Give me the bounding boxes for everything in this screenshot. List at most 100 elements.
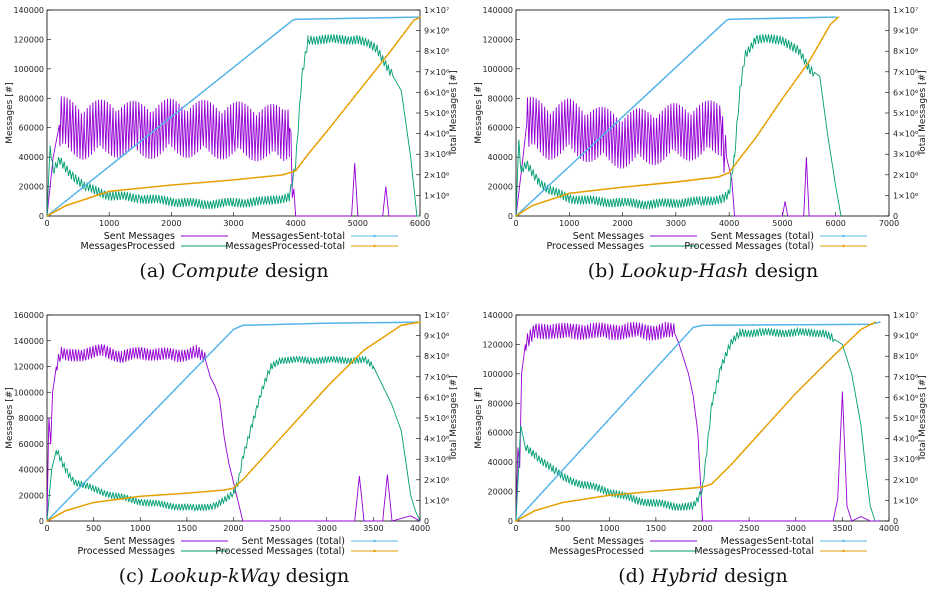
series-point — [566, 463, 569, 466]
series-point — [257, 176, 260, 179]
series-point — [409, 322, 412, 325]
series-point — [595, 189, 598, 192]
series-point — [619, 118, 621, 121]
series-point — [568, 165, 571, 168]
series-point — [800, 16, 802, 19]
series-point — [704, 39, 707, 41]
series-point — [614, 187, 617, 189]
series-point — [114, 449, 117, 452]
y-tick-label: 140000 — [482, 311, 513, 320]
series-point — [584, 190, 587, 193]
series-point — [316, 18, 319, 20]
series-point — [263, 175, 266, 178]
series-point — [595, 496, 598, 499]
series-point — [787, 400, 790, 403]
series-point — [269, 36, 272, 39]
series-point — [291, 19, 294, 22]
series-point — [621, 404, 623, 406]
series-point — [787, 323, 790, 326]
chart-panel-lookup-kway: 0 500 1000 1500 2000 2500 3000 3500 4000 0 20000 40… — [0, 305, 468, 605]
series-point — [545, 506, 547, 509]
series-point — [613, 123, 616, 126]
series-point — [204, 357, 207, 360]
series-point — [279, 174, 281, 177]
legend-label: MessagesProcessed-total — [225, 241, 345, 252]
series-point — [648, 91, 651, 93]
series-point — [527, 513, 529, 516]
series-point — [201, 360, 204, 363]
series-point — [186, 376, 188, 379]
x-tick-label: 3000 — [317, 524, 337, 533]
y-axis-label: Messages [#] — [474, 82, 484, 144]
series-point — [539, 508, 541, 510]
series-point — [773, 110, 775, 112]
series-point — [189, 101, 191, 103]
series-point — [322, 389, 325, 392]
chart-svg: 0 1000 2000 3000 4000 5000 6000020000400006000… — [5, 6, 459, 252]
series-point — [366, 321, 369, 324]
y-tick-label: 60000 — [488, 429, 513, 438]
series-point — [251, 177, 254, 179]
y2-tick-label: 6×10⁶ — [424, 88, 449, 97]
series-point — [770, 17, 773, 20]
series-point — [89, 475, 92, 478]
series-point — [701, 41, 704, 44]
series-point — [583, 498, 586, 500]
series-point — [803, 323, 805, 326]
series-point — [653, 86, 656, 89]
series-point — [603, 188, 606, 191]
series-point — [523, 207, 525, 210]
series-point — [706, 324, 708, 327]
series-point — [809, 323, 811, 326]
series-point — [644, 184, 646, 186]
series-point — [612, 414, 614, 416]
series-point — [58, 208, 61, 211]
series-point — [767, 118, 770, 120]
series-point — [677, 64, 680, 66]
chart-panel-hybrid: 0 500 1000 1500 2000 2500 3000 3500 4000 0 20000 40… — [469, 305, 937, 605]
series-point — [142, 421, 145, 423]
series-point — [760, 324, 763, 326]
series-point — [372, 17, 375, 19]
series-point — [720, 24, 723, 27]
series-point — [276, 31, 278, 34]
x-tick-label: 3500 — [832, 524, 852, 533]
series-point — [409, 23, 412, 26]
y-tick-label: 40000 — [19, 466, 44, 475]
y-tick-label: 100000 — [13, 388, 44, 397]
series-point — [285, 430, 288, 433]
series-point — [693, 326, 696, 328]
y2-axis-label: Total Messages [#] — [918, 375, 928, 461]
series-point — [642, 381, 645, 383]
series-point — [565, 168, 568, 170]
series-point — [366, 79, 369, 82]
series-point — [790, 323, 793, 326]
series-point — [329, 126, 331, 129]
series-point — [139, 495, 142, 498]
series-point — [712, 481, 715, 484]
series-point — [49, 213, 51, 216]
series-point — [850, 338, 852, 340]
x-tick-label: 0 — [513, 219, 518, 228]
series-point — [391, 321, 393, 324]
series-point — [86, 478, 89, 481]
y2-tick-label: 3×10⁶ — [893, 455, 918, 464]
series-point — [661, 489, 664, 492]
y-tick-label: 160000 — [13, 311, 44, 320]
series-point — [108, 499, 111, 502]
series-point — [409, 16, 412, 19]
series-point — [403, 16, 406, 19]
series-point — [282, 434, 285, 437]
series-point — [226, 71, 229, 74]
caption-suffix: design — [264, 260, 329, 282]
y-tick-label: 120000 — [482, 340, 513, 349]
series-point — [776, 17, 778, 20]
series-point — [248, 472, 250, 474]
series-point — [826, 361, 828, 363]
series-point — [838, 349, 840, 352]
series-point — [772, 324, 775, 326]
series-point — [325, 322, 328, 325]
series-point — [167, 118, 170, 121]
series-point — [139, 140, 142, 143]
series-point — [325, 386, 328, 388]
